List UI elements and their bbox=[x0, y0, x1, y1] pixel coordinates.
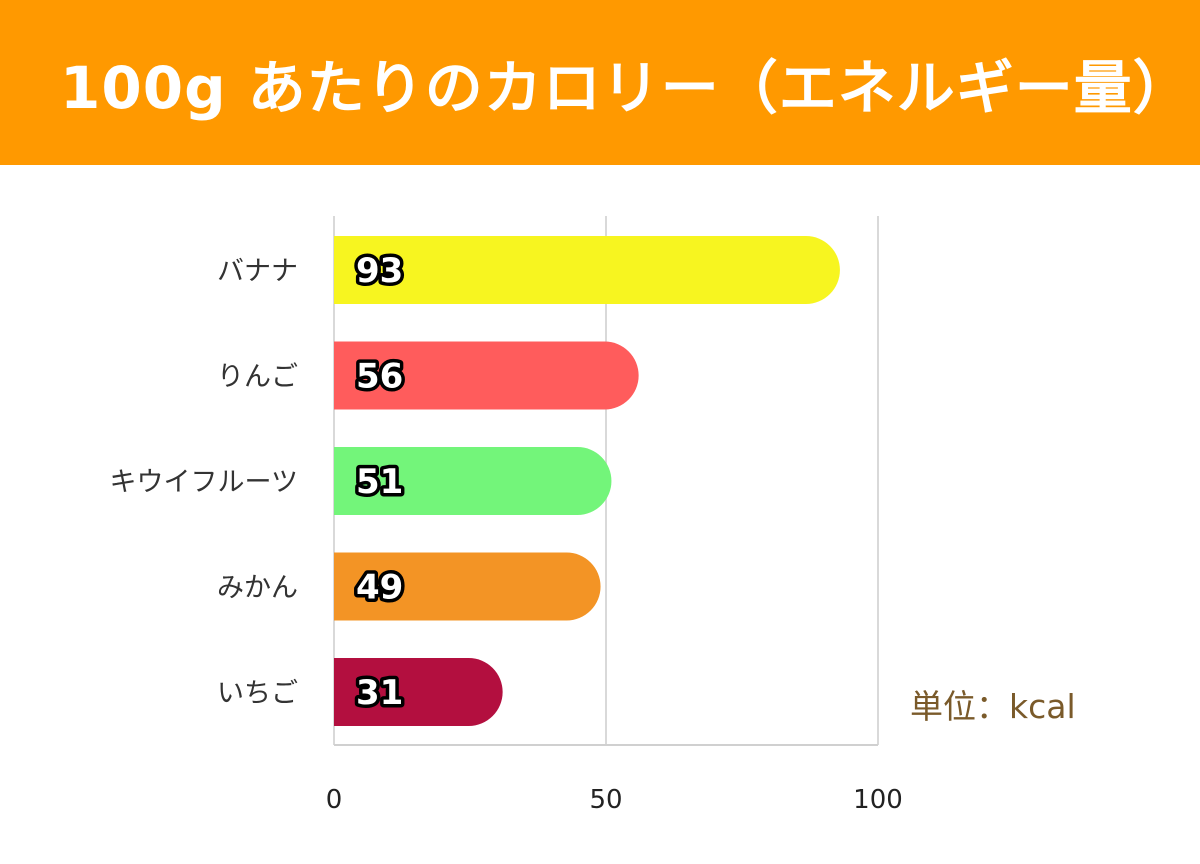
title-banner: 100g あたりのカロリー（エネルギー量） bbox=[0, 0, 1200, 165]
category-label: いちご bbox=[217, 678, 298, 709]
bar bbox=[334, 341, 639, 410]
category-label: バナナ bbox=[217, 256, 298, 287]
unit-label: 単位：kcal bbox=[910, 687, 1076, 726]
bar bbox=[334, 552, 601, 621]
x-tick-label: 100 bbox=[853, 785, 903, 815]
bar bbox=[334, 447, 612, 515]
category-label: キウイフルーツ bbox=[110, 467, 298, 498]
x-tick-label: 50 bbox=[589, 785, 622, 815]
data-label: 93 bbox=[356, 251, 403, 291]
data-label: 56 bbox=[356, 357, 403, 397]
x-tick-label: 0 bbox=[326, 785, 343, 815]
bar bbox=[334, 658, 503, 726]
data-label: 51 bbox=[356, 462, 403, 502]
category-label: りんご bbox=[217, 362, 298, 393]
data-label: 49 bbox=[356, 568, 403, 608]
bar bbox=[334, 236, 840, 304]
category-label: みかん bbox=[217, 573, 298, 604]
chart-title: 100g あたりのカロリー（エネルギー量） bbox=[60, 53, 1192, 122]
data-label: 31 bbox=[356, 673, 403, 713]
